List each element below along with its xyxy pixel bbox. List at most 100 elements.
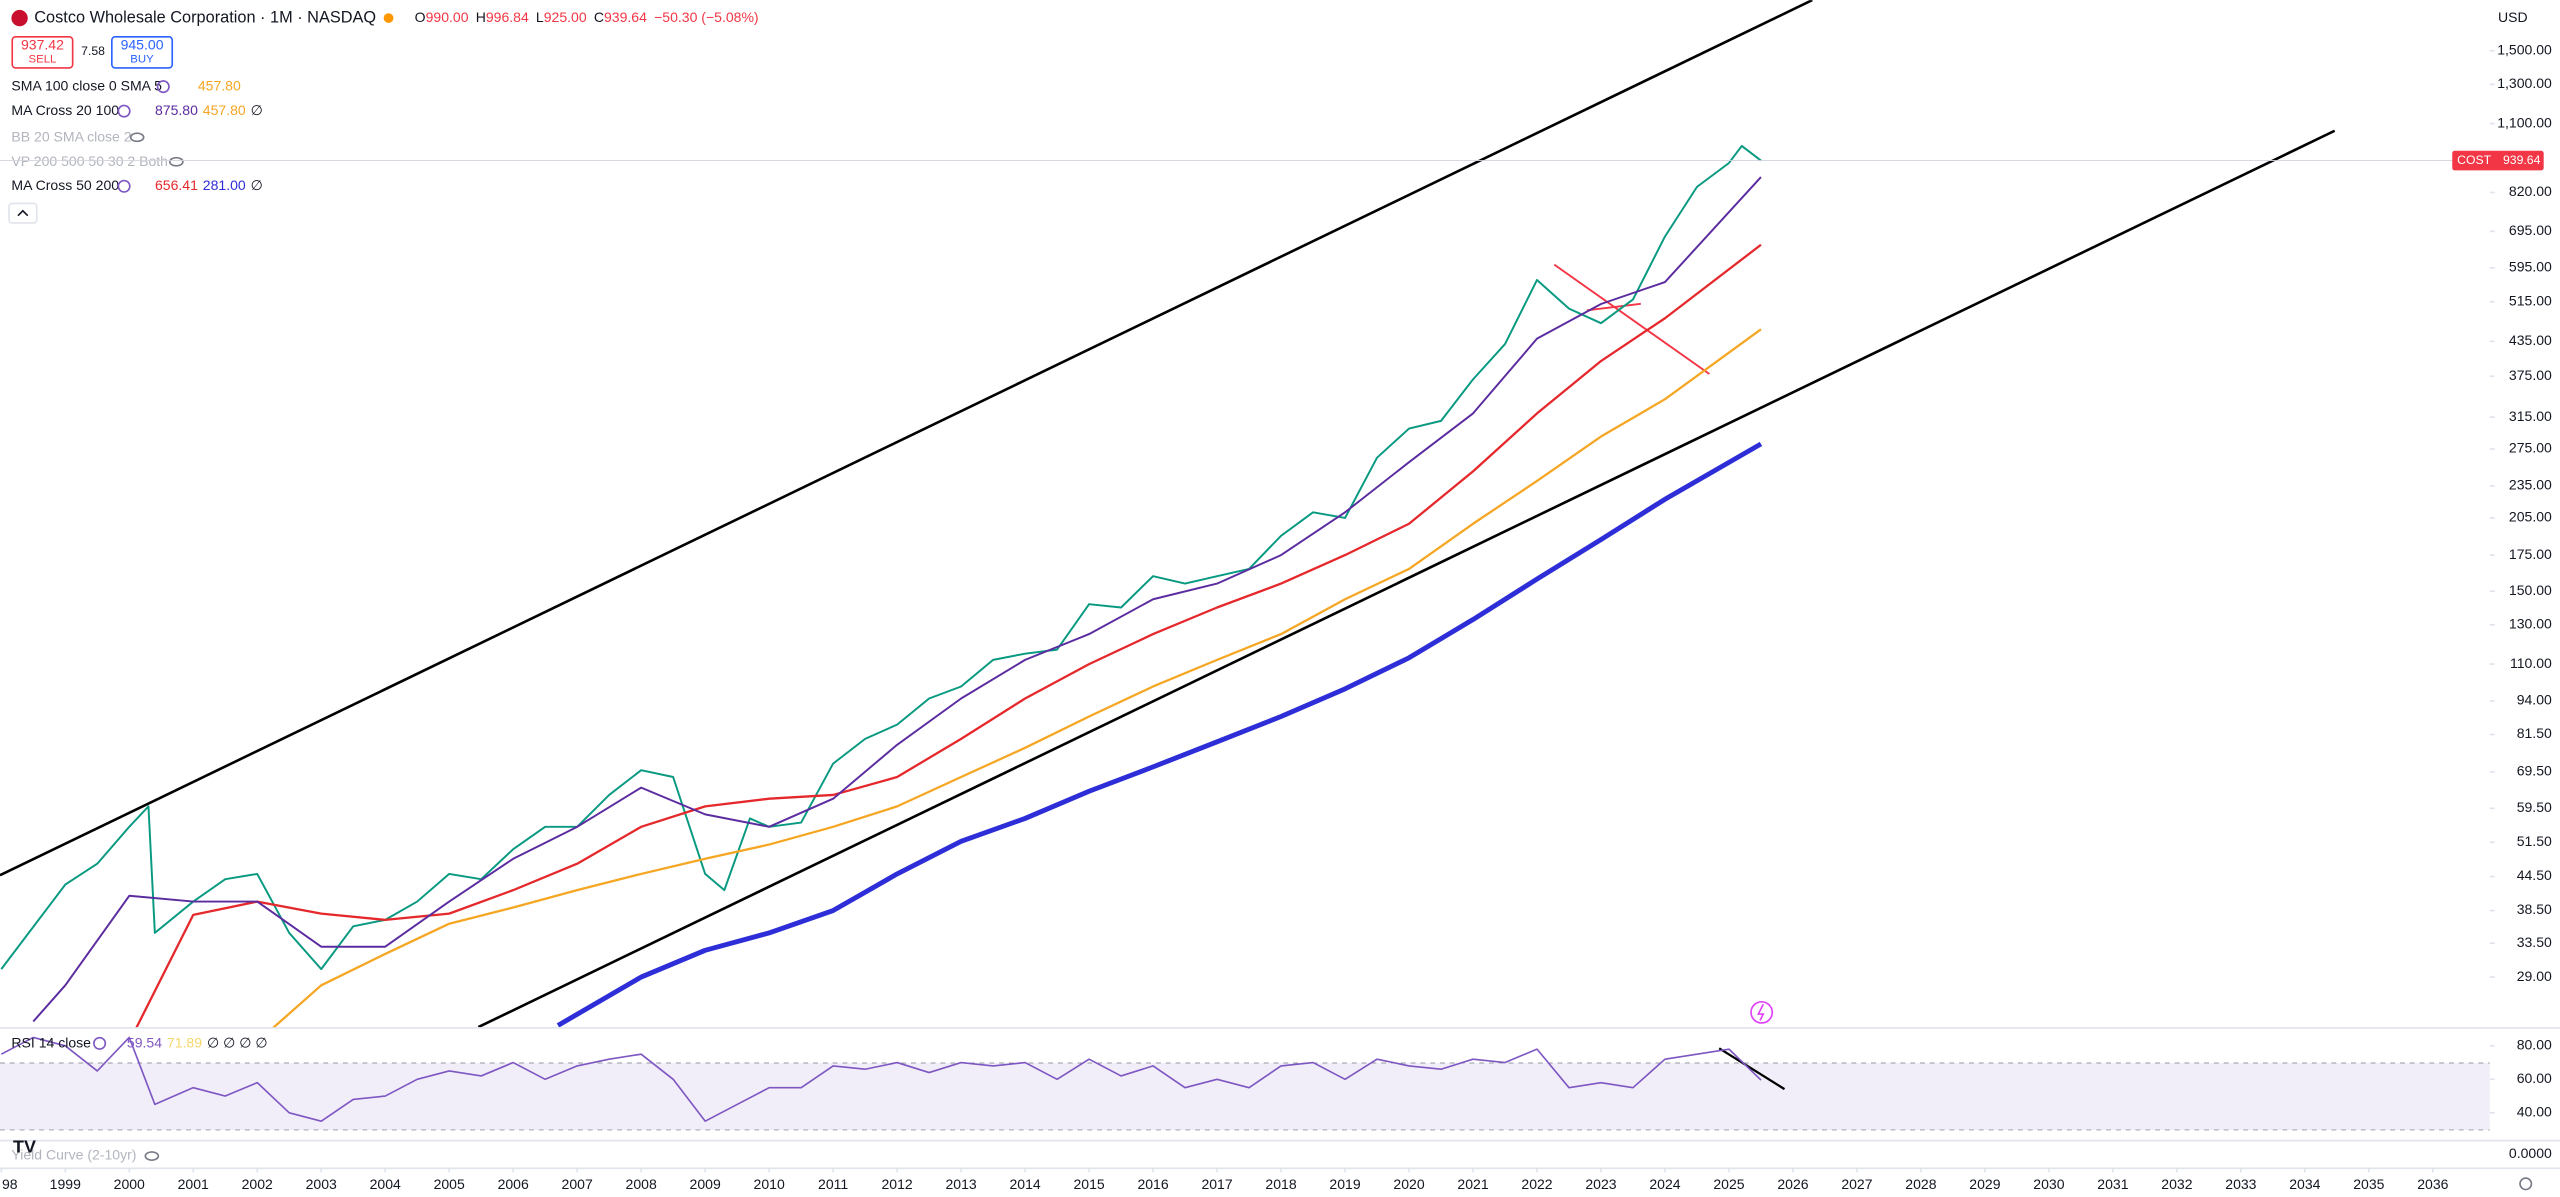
x-tick-label: 2003 — [306, 1176, 337, 1192]
indicator-legend[interactable]: MA Cross 50 200 656.41 281.00 ∅ — [11, 177, 262, 193]
yield-curve-legend[interactable]: Yield Curve (2-10yr) — [11, 1147, 136, 1163]
indicator-value: 457.80 — [203, 102, 246, 118]
settings-icon[interactable] — [93, 1036, 107, 1050]
rsi-pane — [0, 1036, 1786, 1122]
buy-label: BUY — [130, 54, 154, 66]
ohlc-label: L — [536, 9, 544, 25]
x-tick-label: 2017 — [1201, 1176, 1232, 1192]
y-tick-label: 695.00 — [2509, 222, 2552, 238]
x-tick-label: 1999 — [50, 1176, 81, 1192]
ohlc-value: 939.64 — [604, 9, 647, 25]
sell-label: SELL — [28, 54, 56, 66]
y-tick-label: 110.00 — [2510, 655, 2552, 671]
indicator-legend[interactable]: SMA 100 close 0 SMA 5 457.80 — [11, 77, 241, 93]
x-tick-label: 2005 — [434, 1176, 465, 1192]
indicator-name: MA Cross 50 200 — [11, 177, 119, 193]
symbol-logo — [11, 9, 28, 27]
y-tick-label: 205.00 — [2509, 509, 2552, 525]
indicator-value: ∅ — [251, 177, 263, 193]
y-tick-label: 130.00 — [2509, 616, 2552, 632]
events-icon[interactable] — [1750, 1000, 1774, 1024]
indicator-legend[interactable]: BB 20 SMA close 2 — [11, 128, 131, 144]
y-tick-label: 94.00 — [2517, 692, 2552, 708]
y-tick-label: 595.00 — [2509, 259, 2552, 275]
y-tick-label: 1,100.00 — [2497, 114, 2552, 130]
currency[interactable]: USD — [2498, 9, 2528, 25]
x-tick-label: 2018 — [1265, 1176, 1296, 1192]
x-tick-label: 2008 — [626, 1176, 657, 1192]
x-tick-label: 2020 — [1393, 1176, 1424, 1192]
indicator-legend[interactable]: MA Cross 20 100 875.80 457.80 ∅ — [11, 102, 262, 118]
price-pane — [0, 0, 2336, 1028]
sell-button[interactable] — [11, 36, 74, 69]
rsi-value: ∅ ∅ ∅ ∅ — [207, 1034, 268, 1050]
x-tick-label: 2015 — [1073, 1176, 1104, 1192]
series-line — [135, 243, 1762, 1028]
x-tick-label: 2030 — [2033, 1176, 2064, 1192]
y-tick-label: 275.00 — [2509, 440, 2552, 456]
ohlc: O990.00 H996.84 L925.00 C939.64 −50.30 (… — [415, 9, 759, 25]
y-tick-label: 29.00 — [2517, 968, 2552, 984]
rsi-value: 71.89 — [167, 1034, 202, 1050]
price-label-symbol: COST — [2457, 153, 2492, 167]
ohlc-value: 990.00 — [426, 9, 469, 25]
x-tick-label: 2001 — [178, 1176, 209, 1192]
hidden-icon[interactable] — [168, 156, 184, 167]
trend-line[interactable] — [1553, 263, 1710, 375]
trend-line[interactable] — [1586, 302, 1641, 312]
y-tick-label: 60.00 — [2517, 1070, 2552, 1086]
series-line — [0, 144, 1762, 971]
symbol-title[interactable]: Costco Wholesale Corporation · 1M · NASD… — [34, 8, 376, 26]
settings-icon[interactable] — [117, 179, 131, 193]
indicator-name: SMA 100 close 0 SMA 5 — [11, 77, 162, 93]
y-tick-label: 235.00 — [2509, 477, 2552, 493]
trend-line[interactable] — [1718, 1047, 1786, 1091]
x-tick-label: 2002 — [242, 1176, 273, 1192]
y-tick-label: 69.50 — [2517, 763, 2552, 779]
ohlc-value: 925.00 — [544, 9, 587, 25]
ohlc-label: O — [415, 9, 426, 25]
indicator-value: 875.80 — [155, 102, 198, 118]
collapse-button[interactable] — [8, 202, 38, 224]
rsi-name: RSI 14 close — [11, 1034, 91, 1050]
y-tick-label: 44.50 — [2517, 867, 2552, 883]
indicator-name: BB 20 SMA close 2 — [11, 128, 131, 144]
events-icon-bolt — [1757, 1003, 1765, 1021]
ohlc-change: −50.30 (−5.08%) — [654, 9, 759, 25]
x-tick-label: 2014 — [1009, 1176, 1040, 1192]
y-tick-label: 80.00 — [2517, 1036, 2552, 1052]
series-line — [0, 1036, 1762, 1122]
x-tick-label: 2029 — [1969, 1176, 2000, 1192]
x-tick-label: 2007 — [562, 1176, 593, 1192]
hidden-icon[interactable] — [144, 1151, 160, 1161]
y-tick-label: 59.50 — [2517, 799, 2552, 815]
y-tick-label: 515.00 — [2509, 292, 2552, 308]
x-tick-label: 2010 — [754, 1176, 785, 1192]
series-line — [32, 176, 1762, 1023]
y-tick-label: 315.00 — [2509, 408, 2552, 424]
settings-icon[interactable] — [2519, 1177, 2533, 1191]
tv-logo: TV — [13, 1137, 36, 1157]
y-tick-label: 150.00 — [2509, 582, 2552, 598]
price-label-value: 939.64 — [2503, 153, 2541, 167]
sell-price: 937.42 — [21, 37, 64, 53]
y-tick-label: 81.50 — [2517, 725, 2552, 741]
hidden-icon[interactable] — [129, 132, 145, 143]
settings-icon[interactable] — [117, 104, 131, 118]
x-tick-label: 2027 — [1841, 1176, 1872, 1192]
rsi-legend[interactable]: RSI 14 close 59.54 71.89 ∅ ∅ ∅ ∅ — [11, 1034, 267, 1050]
x-tick-label: 2023 — [1585, 1176, 1616, 1192]
indicator-value: 656.41 — [155, 177, 198, 193]
settings-icon[interactable] — [156, 80, 170, 94]
x-tick-label: 2022 — [1521, 1176, 1552, 1192]
x-tick-label: 2009 — [690, 1176, 721, 1192]
x-tick-label: 2032 — [2161, 1176, 2192, 1192]
y-tick-label: 820.00 — [2509, 183, 2552, 199]
trend-line[interactable] — [477, 129, 2336, 1028]
x-tick-label: 2028 — [1905, 1176, 1936, 1192]
x-tick-label: 2026 — [1777, 1176, 1808, 1192]
indicator-value: 457.80 — [198, 77, 241, 93]
series-line — [556, 441, 1763, 1028]
buy-button[interactable] — [111, 36, 174, 69]
trend-line[interactable] — [0, 0, 1813, 877]
